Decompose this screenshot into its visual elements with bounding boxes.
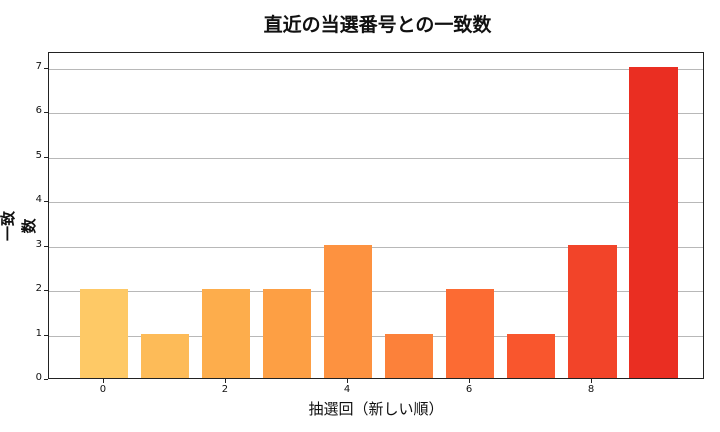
x-axis-label: 抽選回（新しい順） bbox=[308, 400, 444, 418]
bar bbox=[567, 244, 617, 378]
gridline bbox=[49, 157, 703, 159]
y-tick-mark bbox=[44, 112, 48, 114]
y-tick-mark bbox=[44, 201, 48, 203]
y-tick-label: 1 bbox=[35, 327, 42, 339]
y-tick-label: 6 bbox=[35, 105, 42, 117]
bar bbox=[445, 289, 495, 378]
y-tick-label: 5 bbox=[35, 149, 42, 161]
y-tick-mark bbox=[44, 245, 48, 247]
bar bbox=[262, 289, 312, 378]
x-tick-label: 6 bbox=[465, 384, 473, 395]
gridline bbox=[49, 113, 703, 115]
gridline bbox=[49, 68, 703, 70]
y-tick-label: 3 bbox=[35, 238, 42, 250]
x-tick-mark bbox=[102, 379, 104, 383]
x-tick-label: 8 bbox=[587, 384, 595, 395]
x-tick-mark bbox=[347, 379, 348, 383]
x-tick-label: 0 bbox=[99, 384, 107, 395]
gridline bbox=[49, 335, 703, 337]
bar bbox=[384, 333, 434, 378]
bar bbox=[628, 66, 678, 378]
y-tick-mark bbox=[44, 334, 48, 336]
y-tick-label: 7 bbox=[35, 60, 42, 72]
y-tick-label: 4 bbox=[35, 194, 42, 206]
bar bbox=[140, 333, 190, 378]
y-tick-mark bbox=[44, 290, 48, 292]
y-tick-label: 2 bbox=[35, 283, 42, 295]
bar bbox=[323, 244, 373, 378]
y-tick-mark bbox=[44, 379, 48, 380]
plot-area bbox=[48, 52, 704, 379]
gridline bbox=[49, 202, 703, 204]
y-tick-mark bbox=[44, 156, 48, 158]
bar bbox=[79, 289, 129, 378]
x-tick-mark bbox=[591, 379, 593, 383]
x-tick-label: 2 bbox=[221, 384, 229, 395]
x-tick-label: 4 bbox=[343, 384, 351, 395]
chart-title: 直近の当選番号との一致数 bbox=[263, 14, 492, 36]
x-tick-mark bbox=[224, 379, 226, 383]
gridline bbox=[49, 246, 703, 248]
bar bbox=[506, 333, 556, 378]
gridline bbox=[49, 291, 703, 293]
y-tick-mark bbox=[44, 67, 48, 69]
x-tick-mark bbox=[469, 379, 471, 383]
y-tick-label: 0 bbox=[35, 372, 42, 383]
bar bbox=[201, 289, 251, 378]
